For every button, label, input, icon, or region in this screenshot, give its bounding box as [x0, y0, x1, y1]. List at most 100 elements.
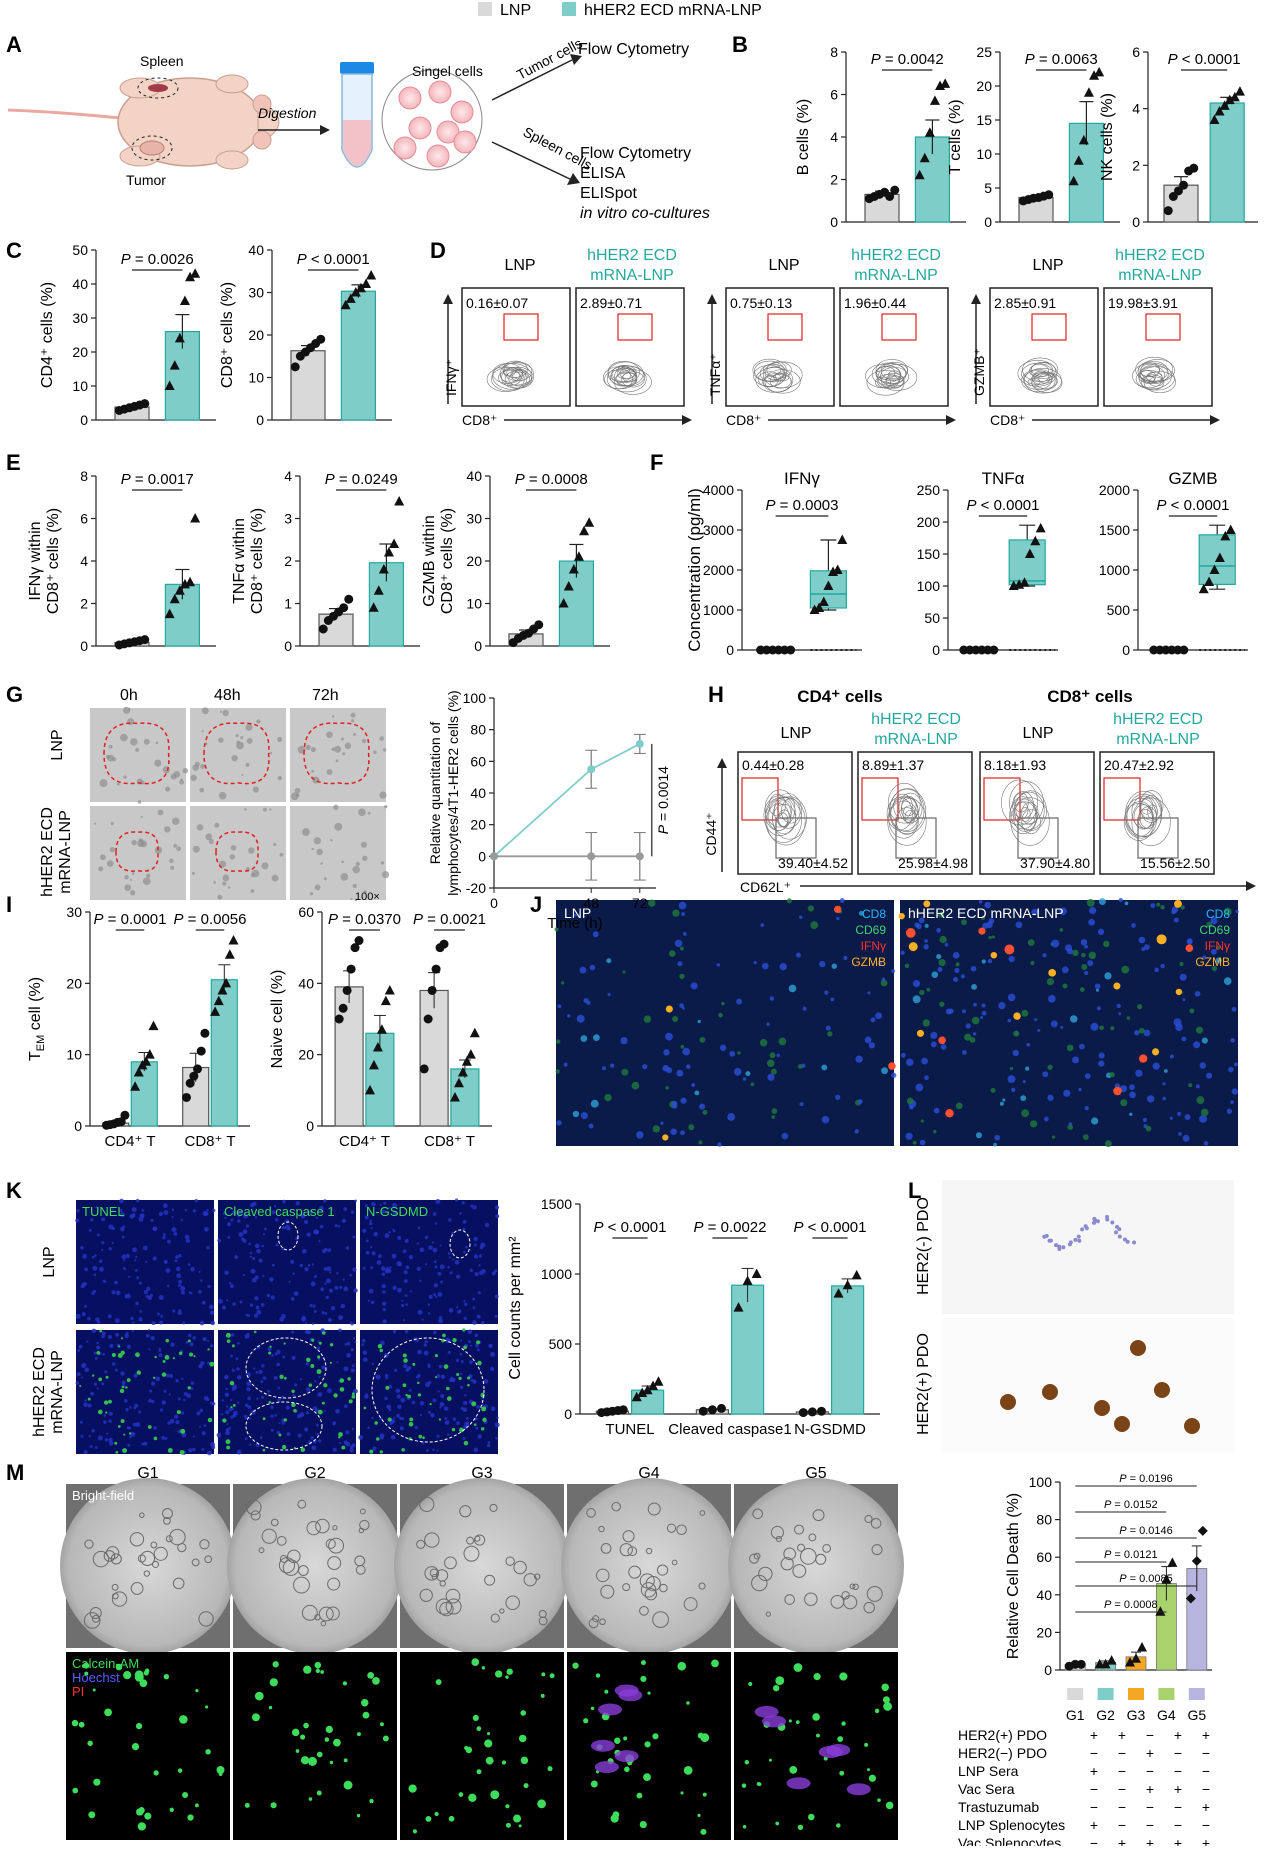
- brightfield-organoid: [306, 1520, 321, 1536]
- flow-contour: [1017, 360, 1058, 387]
- fluorescence-cell: [766, 1022, 770, 1026]
- chart-m-y-tick-label: 40: [1036, 1587, 1052, 1603]
- stain-nucleus: [138, 1410, 142, 1414]
- stain-nucleus: [388, 1384, 393, 1389]
- stain-positive: [374, 1421, 378, 1425]
- flow-contour: [875, 366, 896, 380]
- stain-nucleus: [392, 1210, 397, 1215]
- chart-i1-y-tick-label: 10: [66, 1047, 82, 1063]
- stain-nucleus: [405, 1303, 408, 1306]
- flow-h-y-arrowhead: [717, 758, 727, 768]
- chart-b3-point: [1189, 163, 1199, 173]
- stain-nucleus: [246, 1332, 250, 1336]
- brightfield-organoid: [301, 1604, 318, 1621]
- stain-nucleus: [381, 1283, 386, 1289]
- stain-nucleus: [157, 1312, 160, 1316]
- fluorescence-hotspot: [662, 1134, 669, 1141]
- stain-nucleus: [206, 1339, 210, 1342]
- stain-nucleus: [254, 1275, 259, 1280]
- stain-nucleus: [462, 1407, 468, 1412]
- chart-i2-point: [364, 1084, 375, 1095]
- chart-k-x-tick-label: Cleaved caspase1: [668, 1421, 791, 1438]
- brightfield-organoid: [599, 1618, 606, 1626]
- panel-letter-f: F: [650, 450, 663, 475]
- stain-nucleus: [323, 1199, 327, 1203]
- stain-positive: [321, 1401, 325, 1405]
- stain-positive: [338, 1432, 343, 1437]
- stain-nucleus: [436, 1449, 439, 1452]
- stain-nucleus: [364, 1204, 368, 1208]
- stain-nucleus: [260, 1380, 264, 1384]
- chart-g-y-label: lymphocytes/4T1-HER2 cells (%): [445, 690, 461, 895]
- flow-gate: [881, 313, 917, 341]
- stain-nucleus: [291, 1355, 296, 1360]
- table-cell: +: [1202, 1799, 1210, 1815]
- label-row-lnp: LNP: [49, 729, 66, 760]
- fluorescence-cell: [557, 1004, 562, 1009]
- stain-nucleus: [379, 1203, 382, 1206]
- stain-nucleus: [432, 1398, 437, 1403]
- stain-nucleus: [275, 1243, 278, 1247]
- fluorescence-cell: [761, 962, 769, 970]
- chart-i2-point: [338, 1003, 348, 1013]
- stain-nucleus: [143, 1290, 148, 1295]
- stain-nucleus: [165, 1373, 170, 1378]
- stain-nucleus: [464, 1421, 469, 1427]
- stain-nucleus: [317, 1439, 322, 1443]
- fluorescence-cell: [767, 1059, 775, 1067]
- fluorescence-cell: [954, 967, 960, 973]
- stain-nucleus: [495, 1214, 500, 1219]
- fluorescence-channel-label: IFNγ: [1205, 939, 1230, 953]
- stain-nucleus: [381, 1272, 386, 1277]
- fluorescence-cell: [699, 1103, 706, 1110]
- fluorescence-cell: [1009, 1066, 1014, 1071]
- flow-header-vac: hHER2 ECD: [871, 711, 961, 728]
- calcein-cell: [465, 1746, 473, 1754]
- brightfield-organoid: [864, 1514, 873, 1523]
- fluorescence-cell: [680, 1130, 685, 1136]
- fluorescence-cell: [1099, 1025, 1104, 1031]
- stain-nucleus: [177, 1310, 182, 1316]
- brightfield-organoid: [150, 1541, 158, 1549]
- chart-k-point: [742, 1275, 753, 1285]
- stain-nucleus: [184, 1208, 188, 1212]
- stain-nucleus: [200, 1360, 205, 1366]
- fluorescence-cell: [1081, 952, 1086, 958]
- calcein-cell: [458, 1792, 464, 1797]
- stain-nucleus: [128, 1275, 131, 1278]
- label-elisa: ELISA: [580, 165, 626, 182]
- stain-nucleus: [330, 1305, 336, 1311]
- chart-e2-y-tick-label: 1: [284, 596, 292, 612]
- stain-nucleus: [181, 1432, 187, 1438]
- panel-letter-i: I: [6, 892, 12, 917]
- stain-positive: [126, 1378, 131, 1383]
- chart-i2-point: [346, 964, 356, 974]
- chart-c2-point: [366, 270, 377, 280]
- chart-i2-point: [350, 943, 360, 953]
- micrograph-speck: [358, 808, 366, 817]
- chart-e1-point: [190, 513, 201, 523]
- stain-nucleus: [462, 1437, 466, 1440]
- stain-nucleus: [176, 1273, 182, 1279]
- chart-m-point: [1161, 1574, 1172, 1584]
- stain-nucleus: [135, 1301, 139, 1306]
- stain-nucleus: [273, 1205, 277, 1208]
- ihc-cell: [1080, 1227, 1085, 1232]
- flow-contour: [772, 796, 807, 840]
- stain-positive: [429, 1403, 432, 1406]
- stain-nucleus: [281, 1247, 285, 1251]
- chart-b1-y-tick-label: 4: [830, 129, 838, 145]
- stain-nucleus: [192, 1447, 196, 1452]
- chart-c1-y-tick-label: 30: [72, 310, 88, 326]
- stain-nucleus: [329, 1271, 332, 1274]
- calcein-cell: [291, 1728, 300, 1737]
- flow-header-vac: hHER2 ECD: [1115, 247, 1205, 264]
- brightfield-organoid: [753, 1552, 761, 1560]
- fluorescence-cell: [1042, 1071, 1049, 1078]
- panel-m-table: HER2(+) PDO + + − + +HER2(−) PDO − − + − −LNP Sera…: [958, 1727, 1210, 1851]
- stain-nucleus: [473, 1254, 479, 1259]
